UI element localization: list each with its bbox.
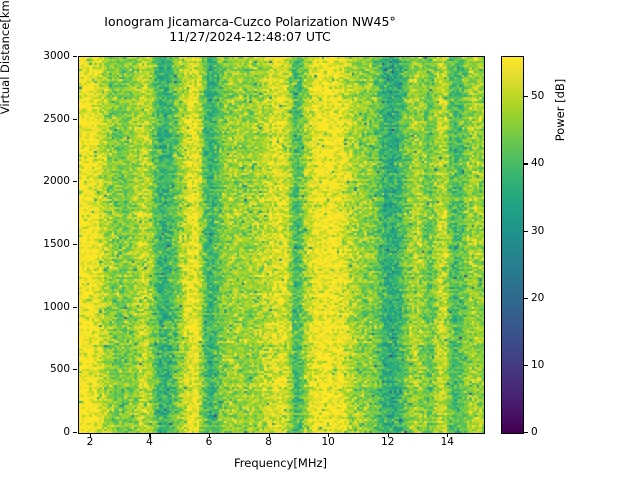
x-tick-label: 2 (86, 436, 94, 448)
y-tick-label: 500 (49, 363, 70, 376)
chart-title-line1: Ionogram Jicamarca-Cuzco Polarization NW… (104, 14, 396, 29)
x-tick-label: 4 (146, 436, 153, 448)
heatmap-plot-area (78, 56, 485, 434)
y-axis-label: Virtual Distance[km] (0, 0, 12, 115)
y-tick-label: 2500 (43, 112, 70, 125)
colorbar-tick-label: 40 (531, 157, 545, 170)
colorbar-tick-mark (524, 432, 528, 434)
y-tick-mark (73, 118, 77, 120)
y-tick-mark (73, 369, 77, 371)
y-tick-label: 1000 (43, 300, 70, 313)
x-axis-label: Frequency[MHz] (234, 456, 327, 470)
x-tick-mark (328, 433, 330, 437)
x-tick-mark (387, 433, 389, 437)
x-tick-label: 12 (381, 436, 395, 448)
x-tick-mark (149, 433, 151, 437)
y-tick-label: 0 (63, 426, 70, 438)
x-tick-mark (447, 433, 449, 437)
y-tick-label: 2000 (43, 175, 70, 188)
heatmap-canvas (79, 57, 484, 433)
y-tick-mark (73, 306, 77, 308)
x-tick-mark (268, 433, 270, 437)
colorbar-tick-mark (524, 297, 528, 299)
colorbar-label: Power [dB] (553, 78, 567, 142)
chart-title: Ionogram Jicamarca-Cuzco Polarization NW… (0, 14, 500, 44)
colorbar-tick-label: 20 (531, 291, 545, 304)
y-tick-mark (73, 56, 77, 58)
colorbar-tick-mark (524, 230, 528, 232)
x-tick-label: 10 (321, 436, 335, 448)
colorbar-tick-label: 0 (531, 426, 538, 438)
colorbar-tick-mark (524, 364, 528, 366)
x-tick-mark (89, 433, 91, 437)
colorbar (501, 56, 524, 434)
y-tick-label: 1500 (43, 238, 70, 250)
y-tick-label: 3000 (43, 50, 70, 62)
x-tick-label: 6 (205, 436, 213, 448)
y-tick-mark (73, 432, 77, 434)
colorbar-gradient (502, 57, 523, 433)
colorbar-tick-label: 10 (531, 358, 545, 371)
y-tick-mark (73, 181, 77, 183)
x-tick-label: 8 (265, 436, 272, 448)
x-tick-label: 14 (440, 436, 454, 448)
colorbar-tick-mark (524, 96, 528, 98)
colorbar-tick-label: 30 (531, 224, 545, 237)
y-tick-mark (73, 244, 77, 246)
colorbar-tick-mark (524, 163, 528, 165)
colorbar-tick-label: 50 (531, 90, 545, 103)
chart-title-line2: 11/27/2024-12:48:07 UTC (169, 29, 331, 44)
x-tick-mark (209, 433, 211, 437)
